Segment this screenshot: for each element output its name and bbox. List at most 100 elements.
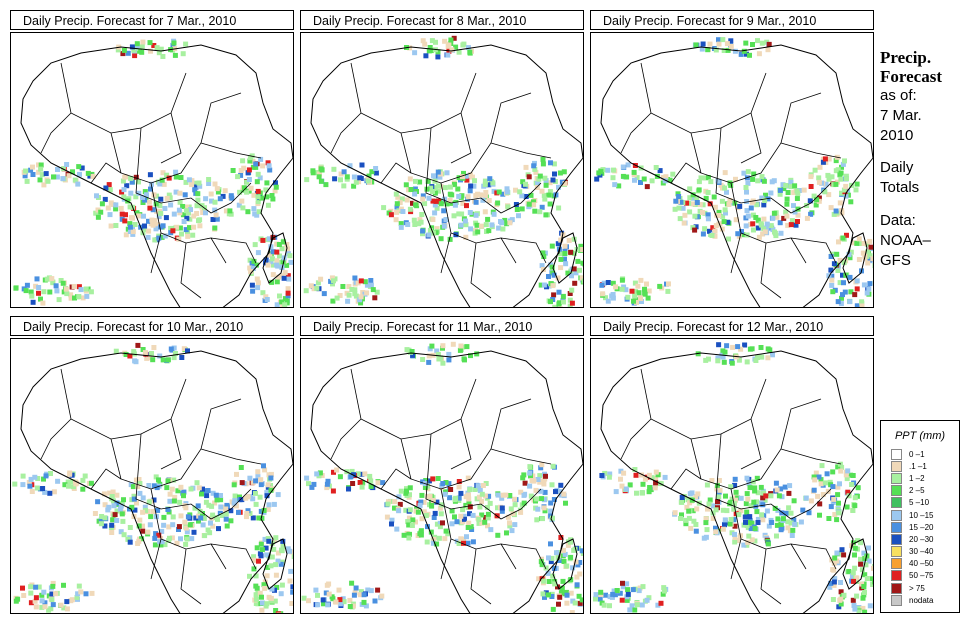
precip-cell [786, 505, 792, 511]
precip-cell [147, 40, 153, 46]
precip-cell [213, 492, 219, 498]
precip-cell [451, 213, 457, 219]
precip-cell [273, 608, 279, 613]
precip-cell [703, 175, 708, 181]
precip-cell [464, 534, 469, 540]
precip-cell [482, 178, 488, 184]
precip-cell [434, 348, 440, 354]
precip-cell [347, 597, 353, 603]
precip-cell [74, 594, 80, 600]
precip-cell [577, 571, 583, 577]
precip-cell [171, 355, 177, 361]
precip-cell [753, 358, 759, 363]
precip-cell [374, 289, 380, 295]
precip-cell [135, 342, 141, 348]
precip-cell [61, 582, 66, 588]
precip-cell [719, 226, 725, 232]
precip-cell [157, 203, 163, 209]
precip-cell [172, 52, 178, 58]
precip-cell [764, 508, 770, 514]
precip-cell [137, 490, 143, 496]
precip-cell [127, 221, 133, 227]
precip-cell [189, 536, 195, 542]
precip-cell [708, 179, 714, 185]
precip-cell [624, 174, 630, 180]
precip-cell [716, 37, 721, 43]
precip-cell [728, 484, 734, 490]
precip-cell [273, 562, 279, 568]
precip-cell [610, 175, 616, 181]
precip-cell [733, 489, 739, 495]
precip-cell [159, 177, 165, 183]
precip-cell [483, 481, 489, 486]
precip-cell [279, 246, 285, 252]
precip-cell [171, 345, 177, 351]
precip-cell [417, 531, 423, 537]
precip-cell [442, 536, 448, 542]
precip-cell [803, 495, 809, 501]
forecast-panel-5: Daily Precip. Forecast for 11 Mar., 2010 [300, 316, 584, 614]
precip-cell [709, 233, 715, 238]
precip-cell [76, 294, 82, 299]
precip-cell [114, 518, 120, 523]
precip-cell [486, 493, 492, 499]
precip-cell [784, 213, 790, 219]
precip-cell [687, 491, 693, 497]
precip-cell [806, 510, 812, 516]
precip-cell [56, 297, 62, 303]
precip-cell [478, 223, 484, 229]
precip-cell [434, 521, 440, 527]
precip-cell [183, 227, 189, 233]
precip-cell [486, 228, 492, 234]
precip-cell [543, 182, 549, 188]
precip-cell [428, 185, 434, 191]
precip-cell [646, 288, 652, 294]
precip-cell [663, 174, 669, 180]
precip-cell [412, 50, 418, 56]
precip-cell [167, 195, 173, 201]
precip-cell [574, 574, 580, 580]
precip-cell [837, 257, 843, 263]
precip-cell [485, 523, 490, 529]
precip-cell [452, 202, 458, 208]
precip-cell [795, 212, 801, 218]
precip-cell [263, 187, 269, 193]
precip-cell [170, 514, 176, 520]
precip-cell [13, 598, 19, 604]
precip-cell [373, 170, 379, 176]
precip-cell [828, 580, 834, 586]
country-border [90, 162, 122, 184]
precip-cell [662, 474, 668, 480]
precip-cell [460, 174, 465, 180]
country-border [715, 433, 832, 520]
precip-cell [854, 593, 860, 599]
precip-cell [426, 478, 432, 484]
precip-cell [284, 262, 290, 268]
precip-cell [433, 198, 439, 204]
precip-cell [331, 166, 337, 172]
precip-cell [847, 274, 853, 280]
precip-cell [111, 503, 117, 509]
precip-cell [192, 187, 198, 193]
precip-cell [535, 180, 541, 186]
precip-cell [173, 174, 179, 180]
precip-cell [700, 210, 705, 215]
precip-cell [140, 495, 146, 501]
precip-cell [351, 592, 357, 598]
precip-cell [691, 518, 697, 524]
precip-cell [407, 206, 413, 212]
precip-cell [171, 498, 177, 504]
precip-cell [146, 228, 152, 234]
precip-cell [862, 609, 868, 613]
precip-cell [822, 189, 828, 195]
precip-cell [743, 40, 749, 46]
precip-cell [136, 523, 142, 529]
precip-cell [852, 495, 858, 501]
country-border [620, 112, 652, 154]
precip-cell [372, 295, 378, 301]
precip-cell [844, 476, 850, 482]
country-border [60, 368, 187, 440]
precip-cell [99, 514, 105, 519]
precip-cell [467, 172, 473, 178]
precip-cell [731, 506, 737, 512]
